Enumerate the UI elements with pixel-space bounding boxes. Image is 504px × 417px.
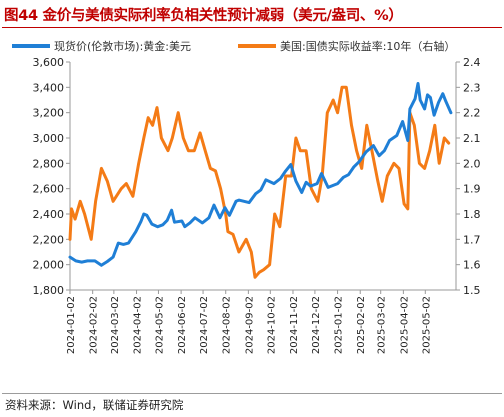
- title-underline: [2, 27, 502, 28]
- x-tick-label: 2024-12-02: [311, 296, 322, 354]
- x-tick-label: 2025-05-02: [421, 296, 432, 354]
- x-tick-label: 2025-01-02: [334, 296, 345, 354]
- y-left-tick-label: 3,200: [33, 107, 65, 120]
- x-tick-label: 2024-05-02: [154, 296, 165, 354]
- y-left-tick-label: 2,800: [33, 157, 65, 170]
- legend-label-yield-name: 美国:国债实际收益率:10年: [280, 39, 411, 53]
- y-left-tick-label: 2,400: [33, 208, 65, 221]
- x-tick-label: 2025-03-02: [377, 296, 388, 354]
- series-line-real-yield-10y: [68, 85, 451, 279]
- y-left-tick-label: 2,200: [33, 233, 65, 246]
- y-right-tick-label: 1.6: [463, 259, 481, 272]
- right-axis-label: 右轴: [422, 39, 444, 53]
- legend-label-gold: 现货价(伦敦市场):黄金:美元: [54, 39, 191, 53]
- y-left-tick-label: 1,800: [33, 284, 65, 297]
- y-right-tick-label: 1.5: [463, 284, 481, 297]
- y-right-tick-label: 2.0: [463, 157, 481, 170]
- x-tick-label: 2025-02-02: [356, 296, 367, 354]
- y-right-tick-label: 2.4: [463, 56, 481, 69]
- x-tick-label: 2025-04-02: [399, 296, 410, 354]
- y-right-tick-label: 1.8: [463, 208, 481, 221]
- x-tick-label: 2024-04-02: [133, 296, 144, 354]
- legend-label-yield: 美国:国债实际收益率:10年（右轴）: [280, 39, 455, 53]
- y-right-tick-label: 2.2: [463, 107, 481, 120]
- legend: 现货价(伦敦市场):黄金:美元 美国:国债实际收益率:10年（右轴）: [12, 39, 455, 53]
- series-layer: [68, 82, 453, 279]
- x-tick-label: 2024-02-02: [89, 296, 100, 354]
- y-right-tick-label: 2.1: [463, 132, 481, 145]
- y-right-tick-label: 1.9: [463, 183, 481, 196]
- chart: 现货价(伦敦市场):黄金:美元 美国:国债实际收益率:10年（右轴） 1,800…: [12, 39, 481, 354]
- x-tick-label: 2024-01-02: [66, 296, 77, 354]
- x-tick-label: 2024-09-02: [244, 296, 255, 354]
- y-right-tick-label: 1.7: [463, 233, 481, 246]
- x-tick-label: 2024-08-02: [222, 296, 233, 354]
- y-left-tick-label: 3,600: [33, 56, 65, 69]
- x-tick-label: 2024-11-02: [289, 296, 300, 354]
- x-tick-label: 2024-07-02: [199, 296, 210, 354]
- footer-rule: [2, 393, 502, 394]
- y-left-tick-label: 2,000: [33, 259, 65, 272]
- axes: 1,800 2,000 2,200 2,400 2,600 2,800 3,000 3,200…: [33, 56, 481, 354]
- x-tick-label: 2024-03-02: [110, 296, 121, 354]
- y-right-tick-label: 2.3: [463, 81, 481, 94]
- x-tick-label: 2024-06-02: [177, 296, 188, 354]
- y-left-tick-label: 2,600: [33, 183, 65, 196]
- y-left-tick-label: 3,000: [33, 132, 65, 145]
- source-note: 资料来源：Wind，联储证券研究院: [5, 398, 184, 412]
- figure-title: 图44 金价与美债实际利率负相关性预计减弱（美元/盎司、%）: [4, 8, 403, 24]
- y-left-tick-label: 3,400: [33, 81, 65, 94]
- x-tick-label: 2024-10-02: [266, 296, 277, 354]
- series-line-gold-spot: [68, 82, 453, 267]
